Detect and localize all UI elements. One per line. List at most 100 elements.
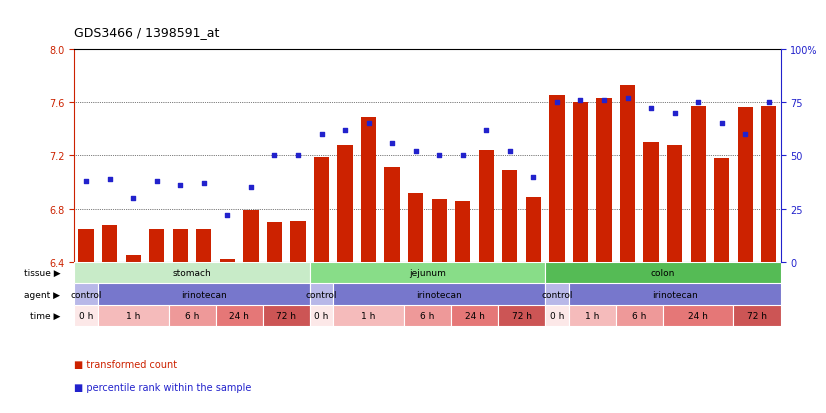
Bar — [549, 96, 565, 262]
Bar — [290, 221, 306, 262]
Bar — [361, 117, 377, 262]
Bar — [572, 103, 588, 262]
Text: GDS3466 / 1398591_at: GDS3466 / 1398591_at — [74, 26, 220, 39]
Point — [315, 131, 328, 138]
Text: control: control — [541, 290, 572, 299]
Text: irinotecan: irinotecan — [181, 290, 226, 299]
Text: jejunum: jejunum — [409, 268, 446, 278]
Bar — [220, 260, 235, 262]
Bar — [196, 229, 211, 262]
Point — [597, 97, 610, 104]
Bar — [738, 108, 753, 262]
Bar — [78, 229, 94, 262]
Point — [715, 121, 729, 127]
Point — [550, 100, 563, 106]
Text: 1 h: 1 h — [362, 311, 376, 320]
Point — [691, 100, 705, 106]
Bar — [545, 305, 569, 326]
Text: stomach: stomach — [173, 268, 211, 278]
Bar — [498, 305, 545, 326]
Text: 24 h: 24 h — [464, 311, 485, 320]
Point — [339, 127, 352, 134]
Bar — [525, 197, 541, 262]
Bar — [263, 305, 310, 326]
Bar — [267, 223, 282, 262]
Bar — [408, 193, 424, 262]
Bar — [404, 305, 451, 326]
Bar — [243, 211, 259, 262]
Bar — [310, 305, 334, 326]
Bar — [126, 256, 141, 262]
Bar — [455, 201, 471, 262]
Bar — [102, 225, 117, 262]
Bar — [733, 305, 781, 326]
Point — [503, 148, 516, 155]
Point — [527, 174, 540, 180]
Text: 1 h: 1 h — [126, 311, 140, 320]
Point — [103, 176, 116, 183]
Point — [126, 195, 140, 202]
Text: 6 h: 6 h — [185, 311, 199, 320]
Bar — [337, 145, 353, 262]
Text: 0 h: 0 h — [79, 311, 93, 320]
Bar — [451, 305, 498, 326]
Bar — [149, 229, 164, 262]
Bar — [384, 168, 400, 262]
Text: 0 h: 0 h — [315, 311, 329, 320]
Point — [268, 153, 281, 159]
Point — [456, 153, 469, 159]
Text: 72 h: 72 h — [747, 311, 767, 320]
Bar — [502, 171, 518, 262]
Text: 24 h: 24 h — [688, 311, 708, 320]
Point — [621, 95, 634, 102]
Bar — [714, 159, 729, 262]
Point — [762, 100, 776, 106]
Bar — [691, 107, 706, 262]
Bar — [314, 157, 330, 262]
Text: 72 h: 72 h — [511, 311, 532, 320]
Point — [221, 212, 234, 219]
Text: 6 h: 6 h — [420, 311, 434, 320]
Bar — [333, 305, 404, 326]
Bar — [545, 262, 781, 284]
Bar — [74, 262, 310, 284]
Bar — [643, 142, 659, 262]
Bar — [667, 145, 682, 262]
Bar — [310, 262, 545, 284]
Point — [173, 183, 187, 189]
Text: irinotecan: irinotecan — [416, 290, 462, 299]
Text: irinotecan: irinotecan — [652, 290, 697, 299]
Point — [409, 148, 422, 155]
Bar — [568, 305, 615, 326]
Text: 24 h: 24 h — [229, 311, 249, 320]
Bar — [216, 305, 263, 326]
Bar — [662, 305, 733, 326]
Text: colon: colon — [651, 268, 675, 278]
Point — [433, 153, 446, 159]
Bar — [98, 305, 169, 326]
Bar — [615, 305, 662, 326]
Text: 72 h: 72 h — [276, 311, 297, 320]
Bar — [761, 107, 776, 262]
Bar — [173, 229, 188, 262]
Bar — [545, 284, 569, 305]
Bar — [568, 284, 781, 305]
Text: agent ▶: agent ▶ — [24, 290, 60, 299]
Point — [292, 153, 305, 159]
Bar — [596, 99, 612, 262]
Text: ■ percentile rank within the sample: ■ percentile rank within the sample — [74, 382, 252, 392]
Text: 6 h: 6 h — [632, 311, 647, 320]
Bar — [98, 284, 310, 305]
Point — [644, 106, 657, 112]
Point — [244, 185, 258, 191]
Bar — [169, 305, 216, 326]
Bar — [74, 284, 98, 305]
Point — [386, 140, 399, 147]
Text: ■ transformed count: ■ transformed count — [74, 359, 178, 369]
Text: 0 h: 0 h — [550, 311, 564, 320]
Bar — [431, 200, 447, 262]
Point — [574, 97, 587, 104]
Text: time ▶: time ▶ — [30, 311, 60, 320]
Point — [79, 178, 93, 185]
Point — [738, 131, 752, 138]
